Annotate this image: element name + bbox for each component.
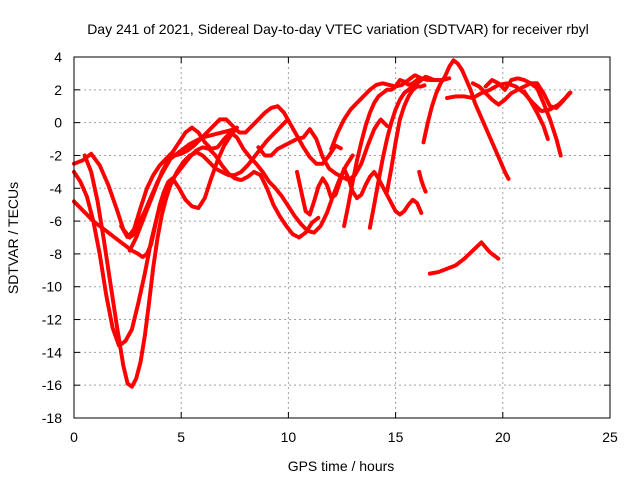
y-tick-label: -18 [42, 410, 62, 426]
series-line-track-e [119, 125, 355, 240]
plot-frame [73, 56, 611, 419]
x-tick-label: 25 [602, 429, 618, 445]
grid-lines [74, 57, 610, 418]
series-line-track-f [127, 104, 344, 253]
series-line-track-r [427, 240, 501, 276]
x-tick-label: 10 [281, 429, 297, 445]
y-tick-label: -6 [50, 213, 63, 229]
series-line-track-b [72, 145, 321, 348]
series-line-track-h [295, 166, 424, 217]
y-tick-label: 4 [54, 49, 62, 65]
y-tick-label: 2 [54, 82, 62, 98]
chart-title: Day 241 of 2021, Sidereal Day-to-day VTE… [87, 21, 589, 37]
y-tick-label: -12 [42, 312, 62, 328]
series-line-track-m [421, 58, 512, 183]
x-tick-label: 15 [388, 429, 404, 445]
y-tick-label: -2 [50, 147, 63, 163]
series-line-track-o [470, 81, 572, 110]
series-line-track-d [72, 125, 239, 260]
y-tick-label: 0 [54, 115, 62, 131]
series-line-track-q [522, 89, 550, 141]
y-tick-label: -16 [42, 377, 62, 393]
x-tick-label: 20 [495, 429, 511, 445]
series-line-track-s [417, 169, 428, 194]
series-line-track-l [385, 82, 428, 194]
series-line-track-i [329, 73, 430, 151]
data-series [72, 58, 574, 389]
y-axis-label: SDTVAR / TECUs [5, 182, 21, 294]
series-line-track-g [256, 117, 389, 183]
x-axis-label: GPS time / hours [288, 458, 395, 474]
series-line-track-p [483, 76, 563, 158]
y-tick-label: -8 [50, 246, 63, 262]
x-tick-label: 5 [177, 429, 185, 445]
y-tick-label: -4 [50, 180, 63, 196]
x-tick-label: 0 [70, 429, 78, 445]
y-tick-label: -10 [42, 279, 62, 295]
axis-ticks: 0 5 10 15 20 25 -18 -16 -14 -12 -10 -8 -6 -4 -2 0 2 4 [42, 49, 618, 445]
y-tick-label: -14 [42, 344, 62, 360]
series-line-track-k [367, 74, 437, 230]
